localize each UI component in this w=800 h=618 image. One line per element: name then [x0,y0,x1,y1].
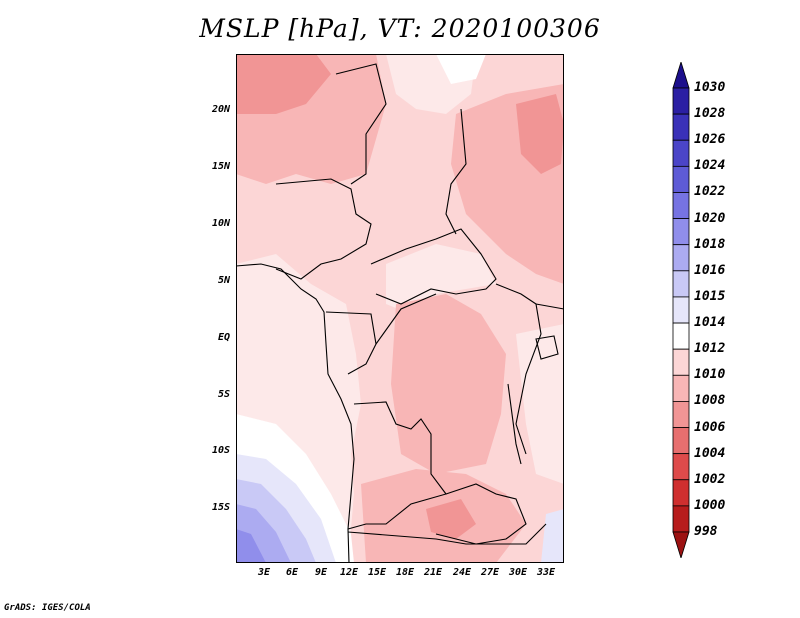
colorbar-label: 998 [694,524,718,539]
field-1008-nw [236,54,331,114]
colorbar-label: 1015 [694,288,726,304]
lon-label-12e: 12E [339,567,359,578]
lat-label-5s: 5S [217,389,230,400]
lon-label-21e: 21E [423,567,443,578]
colorbar-segment [672,322,690,350]
lat-label-eq: EQ [217,332,230,343]
lon-label-3e: 3E [257,567,271,578]
lon-label-24e: 24E [452,567,472,578]
colorbar-segment [672,453,690,481]
mslp-map [236,54,564,563]
lat-label-10s: 10S [211,445,230,456]
border-chad-sudan [445,108,467,235]
colorbar-segment [672,113,690,141]
colorbar-label: 1030 [694,80,726,95]
lat-label-15s: 15S [211,502,230,513]
border-zambia [435,483,527,545]
lat-label-10n: 10N [211,218,230,229]
lat-label-20n: 20N [211,104,230,115]
lon-label-33e: 33E [536,567,556,578]
colorbar-label: 1014 [694,315,726,331]
colorbar-label: 1022 [694,184,726,200]
colorbar-segment [672,401,690,428]
colorbar-segment [672,427,690,455]
colorbar-label: 1006 [694,419,726,435]
colorbar-label: 1020 [694,210,726,226]
colorbar-label: 1002 [694,471,726,487]
border-south [347,523,547,545]
field-1022-sw [236,529,266,563]
colorbar-segment [672,218,690,246]
border-east [535,303,564,310]
lon-label-6e: 6E [285,567,299,578]
border-car [370,228,497,305]
colorbar-segment [672,479,690,507]
colorbar-label: 1008 [694,393,726,409]
field-1010-center [391,294,506,474]
colorbar-top-triangle [672,62,690,89]
border-angola [347,401,447,530]
border-nigeria [275,178,372,280]
field-1008-ne [516,94,564,174]
grads-credit: GrADS: IGES/COLA [4,603,91,613]
country-borders [236,63,564,563]
colorbar-label: 1012 [694,341,726,357]
colorbar-label: 1028 [694,106,726,122]
colorbar-segment [672,244,690,272]
colorbar-label: 1024 [694,158,726,174]
colorbar-segment [672,139,690,167]
field-1008-south [426,499,476,539]
lat-label-15n: 15N [211,161,230,172]
border-lake-tanganyika [507,383,522,465]
border-lake-victoria [535,335,559,360]
lon-label-30e: 30E [508,567,528,578]
lon-label-27e: 27E [480,567,500,578]
colorbar-segment [672,505,690,533]
border-niger-chad [335,63,387,185]
colorbar [672,62,690,558]
map-title: MSLP [hPa], VT: 2020100306 [199,14,601,43]
colorbar-segment [672,192,690,219]
lon-label-15e: 15E [367,567,387,578]
field-1014-east [516,324,564,484]
lon-label-9e: 9E [314,567,328,578]
colorbar-bottom-triangle [672,531,690,558]
colorbar-label: 1004 [694,445,726,461]
colorbar-segment [672,348,690,376]
colorbar-segment [672,374,690,402]
colorbar-segment [672,296,690,324]
colorbar-label: 1016 [694,262,726,278]
colorbar-label: 1026 [694,132,726,148]
field-1014-central [386,244,496,314]
field-1015-ne [436,54,486,84]
border-drc-east [495,283,542,455]
colorbar-segment [672,165,690,193]
colorbar-label: 1000 [694,497,726,513]
colorbar-label: 1010 [694,367,726,383]
border-drc-west [375,293,437,345]
map-frame [236,54,564,563]
colorbar-segment [672,270,690,298]
colorbar-label: 1018 [694,236,726,252]
colorbar-segment [672,87,690,115]
lon-label-18e: 18E [395,567,415,578]
lat-label-5n: 5N [217,275,230,286]
field-1016-se [541,509,564,563]
